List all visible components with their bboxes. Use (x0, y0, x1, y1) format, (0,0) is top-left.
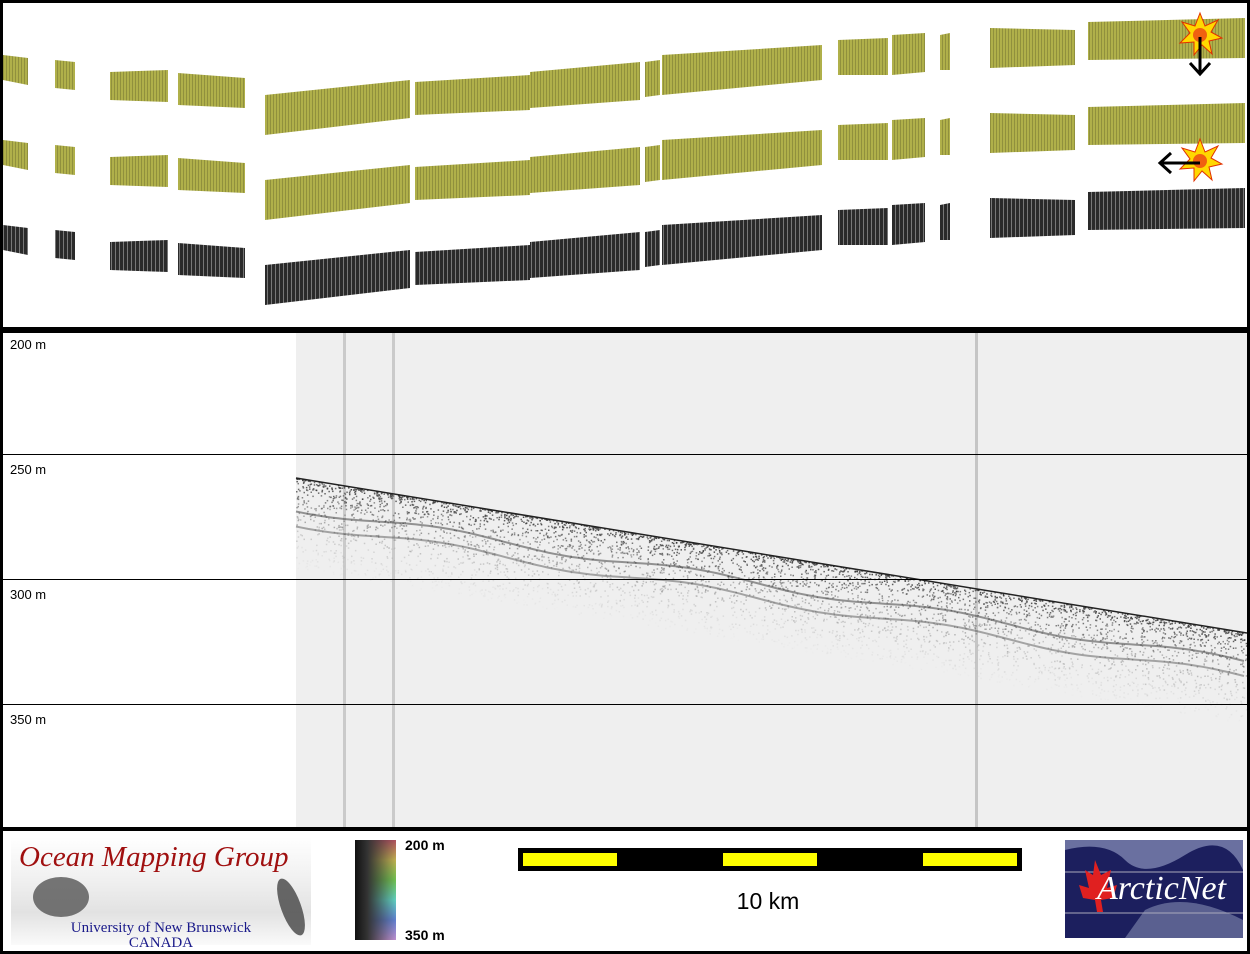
swath-segment (110, 240, 168, 272)
legend-panel: Ocean Mapping Group University of New Br… (3, 831, 1247, 951)
swath-segment (940, 203, 950, 240)
seabed-reflector (295, 477, 1247, 634)
noise-streak (392, 333, 395, 827)
swath-segment (178, 158, 245, 193)
scale-segment (723, 853, 817, 866)
ocean-mapping-group-logo: Ocean Mapping Group University of New Br… (11, 837, 311, 951)
omg-subtitle: University of New Brunswick CANADA (11, 921, 311, 951)
swath-segment (530, 232, 640, 278)
swath-segment (55, 230, 75, 260)
arcticnet-wordmark: ArcticNet (1097, 870, 1227, 907)
sun-illumination-icon (1178, 137, 1224, 183)
swath-segment (530, 62, 640, 108)
swath-segment (265, 80, 410, 135)
omg-university: University of New Brunswick (70, 920, 252, 936)
swath-row-shaded-relief (3, 18, 1245, 135)
swath-segment (940, 118, 950, 155)
swath-segment (645, 230, 660, 267)
swath-map-panel (3, 3, 1247, 327)
swath-segment (940, 33, 950, 70)
swath-row-backscatter (3, 188, 1245, 305)
swath-segment (1088, 188, 1245, 230)
depth-colorbar (355, 840, 396, 940)
scale-segment (523, 853, 617, 866)
arcticnet-logo: ArcticNet (1065, 840, 1243, 938)
swath-segment (990, 113, 1075, 153)
swath-segment (3, 225, 28, 255)
swath-segment (662, 130, 822, 180)
swath-segment (178, 243, 245, 278)
swath-segment (662, 45, 822, 95)
scale-segment (923, 853, 1017, 866)
depth-gridline (3, 579, 1247, 580)
swath-segment (415, 245, 530, 285)
depth-label: 300 m (10, 587, 47, 602)
sub-bottom-reflector (295, 510, 1245, 662)
noise-streak (343, 333, 346, 827)
swath-segment (110, 155, 168, 187)
swath-segment (892, 203, 925, 245)
swath-segment (3, 140, 28, 170)
omg-title: Ocean Mapping Group (19, 841, 289, 873)
swath-strips (3, 11, 1245, 305)
swath-segment (645, 60, 660, 97)
swath-segment (892, 118, 925, 160)
noise-streak (975, 333, 978, 827)
swath-segment (838, 208, 888, 245)
swath-segment (265, 165, 410, 220)
swath-segment (990, 28, 1075, 68)
swath-segment (1088, 103, 1245, 145)
swath-segment (415, 160, 530, 200)
swath-segment (1088, 18, 1245, 60)
swath-segment (838, 123, 888, 160)
depth-label: 200 m (10, 337, 47, 352)
colorbar-bottom-label: 350 m (405, 927, 445, 943)
swath-segment (110, 70, 168, 102)
swath-segment (3, 55, 28, 85)
profile-background (296, 333, 1247, 827)
arrow-down-icon (1188, 37, 1212, 77)
scale-bar (518, 848, 1022, 871)
subbottom-profile (295, 333, 1247, 827)
swath-segment (55, 60, 75, 90)
scale-label: 10 km (736, 888, 800, 914)
depth-gridline (3, 704, 1247, 705)
swath-segment (55, 145, 75, 175)
swath-segment (838, 38, 888, 75)
depth-label: 250 m (10, 462, 47, 477)
subbottom-profile-panel: 200 m 250 m 300 m 350 m (3, 333, 1247, 827)
swath-segment (662, 215, 822, 265)
colorbar-top-label: 200 m (405, 837, 445, 853)
swath-segment (892, 33, 925, 75)
profile-echo-returns (295, 333, 1247, 827)
maple-leaf-icon (1079, 860, 1117, 912)
depth-label: 350 m (10, 712, 47, 727)
swath-segment (530, 147, 640, 193)
swath-segment (415, 75, 530, 115)
sub-bottom-reflector (295, 525, 1245, 677)
swath-segment (990, 198, 1075, 238)
swath-row-shaded-relief-2 (3, 103, 1245, 220)
swath-segment (178, 73, 245, 108)
sun-illumination-icon (1178, 11, 1224, 57)
swath-segment (645, 145, 660, 182)
arrow-left-icon (1157, 151, 1200, 175)
swath-segment (265, 250, 410, 305)
omg-country: CANADA (128, 935, 194, 951)
depth-gridline (3, 454, 1247, 455)
